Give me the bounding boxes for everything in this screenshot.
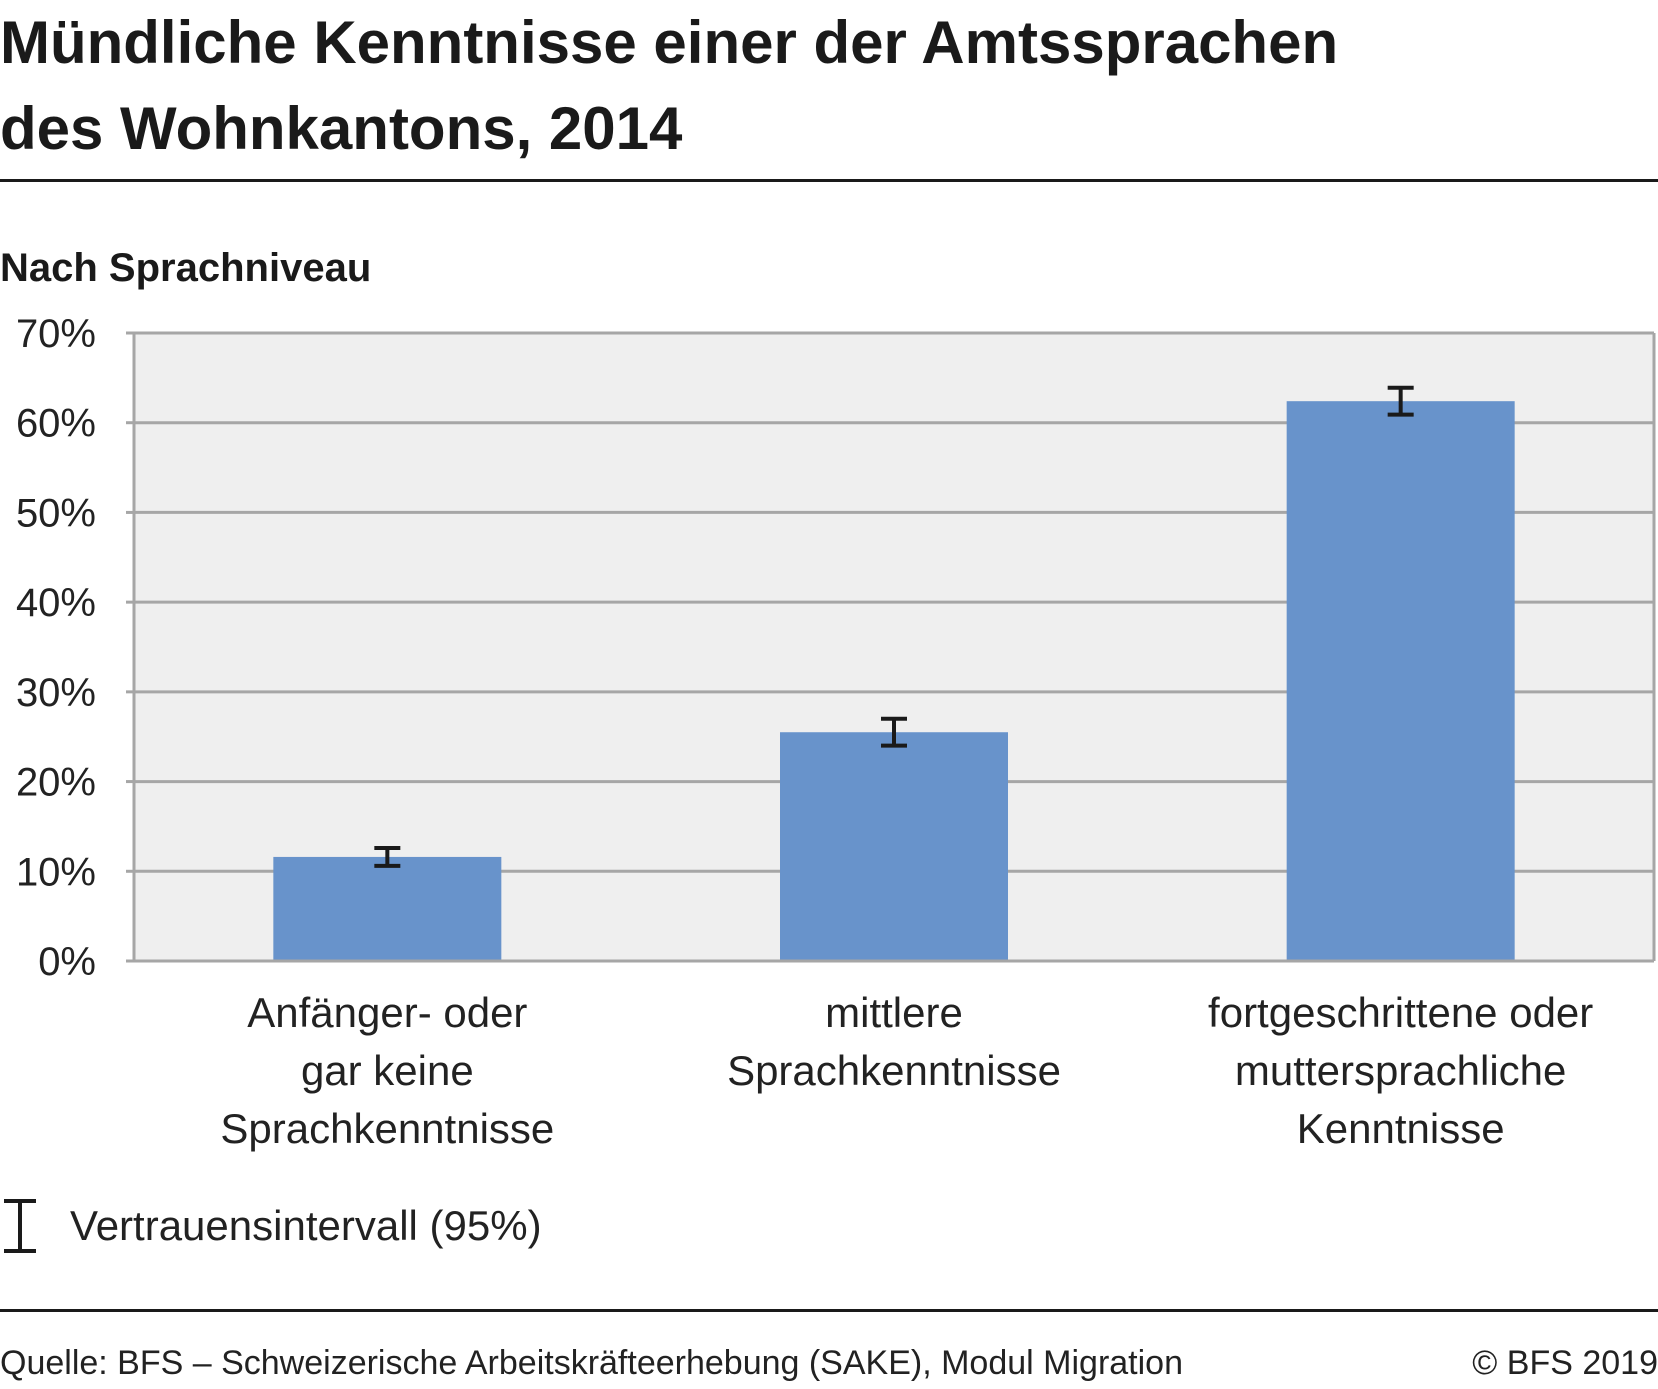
- bar-chart: 0% 10% 20% 30% 40% 50% 60% 70% Anfänger- oder gar…: [16, 312, 1656, 1152]
- y-tick-label: 10%: [16, 850, 96, 894]
- copyright-note: © BFS 2019: [1472, 1344, 1658, 1382]
- x-tick-label: gar keine: [301, 1047, 474, 1094]
- x-tick-label: mittlere: [825, 989, 963, 1036]
- source-note: Quelle: BFS – Schweizerische Arbeitskräf…: [0, 1344, 1183, 1382]
- bottom-divider: [0, 1309, 1658, 1312]
- y-tick-label: 30%: [16, 671, 96, 715]
- y-tick-label: 40%: [16, 581, 96, 625]
- legend: Vertrauensintervall (95%): [0, 1198, 542, 1254]
- bar: [780, 732, 1008, 961]
- error-bar-icon: [4, 1199, 36, 1253]
- chart-title-line-2: des Wohnkantons, 2014: [0, 95, 683, 162]
- y-tick-label: 50%: [16, 491, 96, 535]
- error-bar: [374, 845, 401, 868]
- x-tick-label: Sprachkenntnisse: [727, 1047, 1061, 1094]
- chart-title: Mündliche Kenntnisse einer der Amtssprac…: [0, 0, 1338, 172]
- x-tick-label: muttersprachliche: [1235, 1047, 1566, 1094]
- chart-subtitle: Nach Sprachniveau: [0, 246, 372, 290]
- error-bar: [1387, 385, 1414, 417]
- x-tick-label: Anfänger- oder: [247, 989, 527, 1036]
- bar: [273, 856, 502, 961]
- error-bar: [881, 716, 907, 748]
- bar: [1286, 401, 1515, 961]
- y-tick-label: 0%: [38, 940, 96, 984]
- y-tick-label: 20%: [16, 761, 96, 805]
- x-tick-label: fortgeschrittene oder: [1208, 989, 1593, 1036]
- y-tick-label: 70%: [16, 312, 96, 356]
- legend-label: Vertrauensintervall (95%): [70, 1202, 542, 1249]
- chart-title-line-1: Mündliche Kenntnisse einer der Amtssprac…: [0, 9, 1339, 76]
- x-tick-label: Sprachkenntnisse: [220, 1105, 554, 1152]
- x-tick-label: Kenntnisse: [1297, 1105, 1505, 1152]
- top-divider: [0, 179, 1658, 182]
- y-tick-label: 60%: [16, 402, 96, 446]
